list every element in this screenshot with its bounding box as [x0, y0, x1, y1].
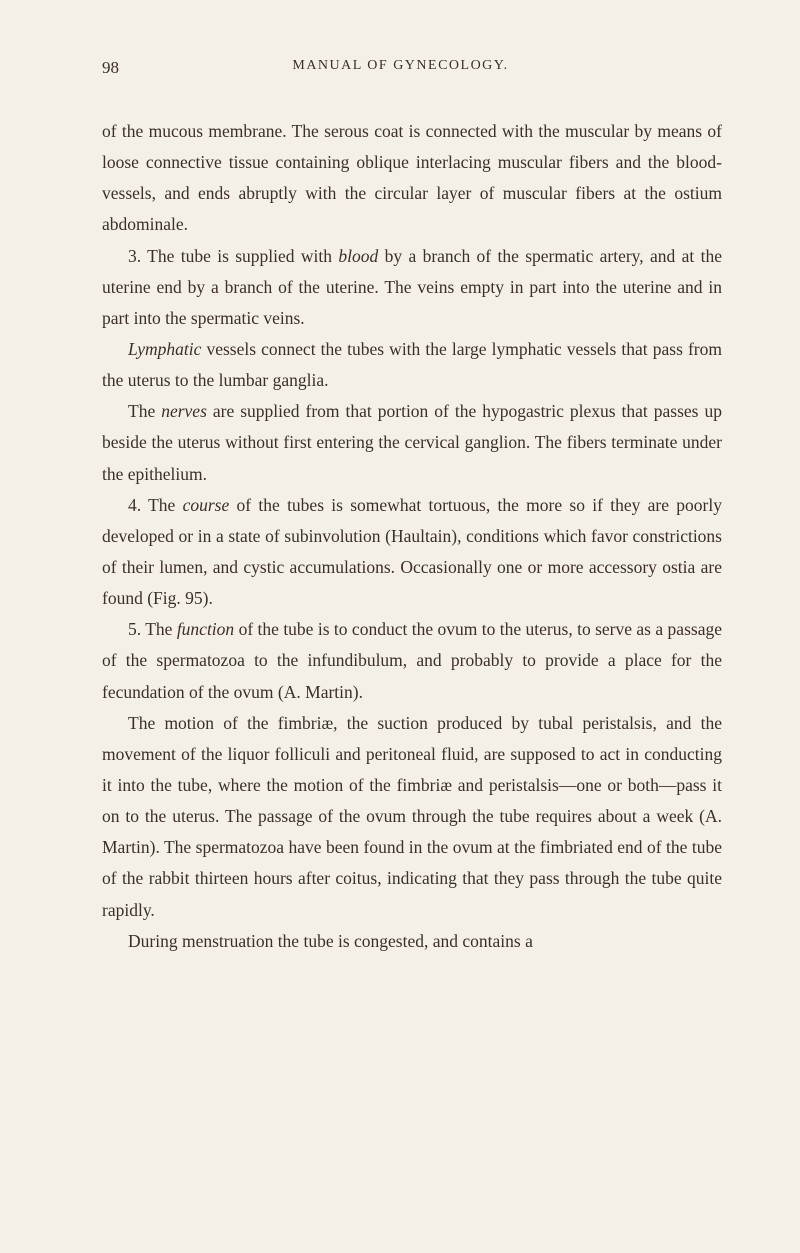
- italic-term: function: [177, 619, 234, 639]
- paragraph-4: The nerves are supplied from that portio…: [102, 396, 722, 489]
- italic-term: Lymphatic: [128, 339, 201, 359]
- italic-term: nerves: [161, 401, 207, 421]
- paragraph-8: During menstruation the tube is congeste…: [102, 926, 722, 957]
- text-span: 5. The: [128, 619, 177, 639]
- paragraph-5: 4. The course of the tubes is somewhat t…: [102, 490, 722, 615]
- text-span: 4. The: [128, 495, 183, 515]
- page-header: 98 MANUAL OF GYNECOLOGY.: [102, 58, 722, 78]
- paragraph-3: Lymphatic vessels connect the tubes with…: [102, 334, 722, 396]
- paragraph-1: of the mucous membrane. The serous coat …: [102, 116, 722, 241]
- italic-term: course: [183, 495, 230, 515]
- text-span: The: [128, 401, 161, 421]
- paragraph-6: 5. The function of the tube is to conduc…: [102, 614, 722, 707]
- text-span: 3. The tube is supplied with: [128, 246, 338, 266]
- paragraph-2: 3. The tube is supplied with blood by a …: [102, 241, 722, 334]
- running-title: MANUAL OF GYNECOLOGY.: [119, 58, 722, 78]
- paragraph-7: The motion of the fimbriæ, the suction p…: [102, 708, 722, 926]
- body-text: of the mucous membrane. The serous coat …: [102, 116, 722, 957]
- italic-term: blood: [338, 246, 378, 266]
- page-number: 98: [102, 58, 119, 78]
